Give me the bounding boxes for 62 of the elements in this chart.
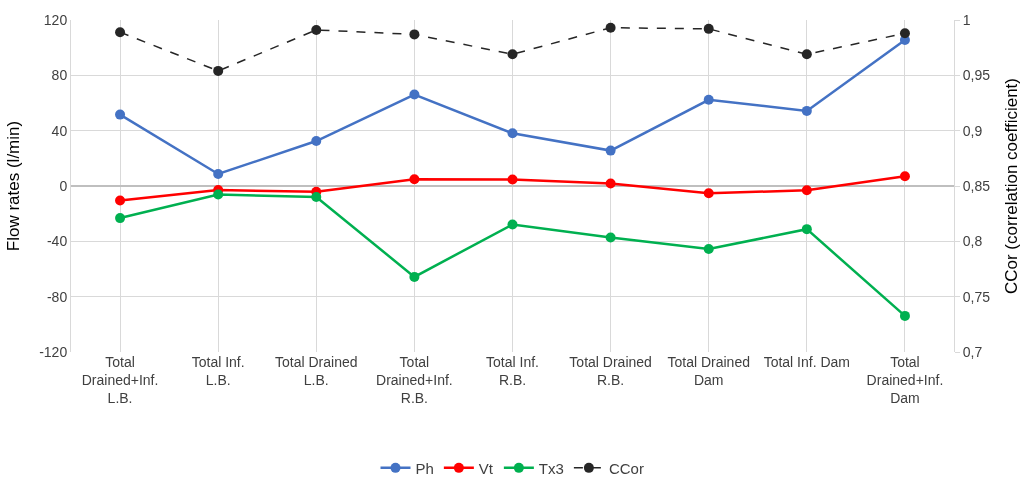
y2-tick-label: 1 [962,11,971,28]
point [311,136,322,147]
x-tick-label: Total Drained L.B. [275,354,358,389]
point [213,65,224,76]
y-axis-title: Flow rates (l/min) [3,120,23,252]
point [115,213,126,224]
point [605,22,616,33]
point [507,219,518,230]
y-tick-label: -80 [46,288,68,305]
y2-tick-label: 0,9 [962,122,983,139]
point [899,171,910,182]
point [507,49,518,60]
y-tick-label: 80 [51,67,68,84]
y-tick-label: 120 [43,11,68,28]
legend-label: CCor [608,459,644,477]
point [507,128,518,139]
point [605,232,616,243]
point [213,168,224,179]
y2-tick-label: 0,75 [962,288,991,305]
legend-label: Tx3 [538,459,564,477]
x-tick-label: Total Inf. R.B. [486,354,539,389]
point [605,145,616,156]
x-tick-label: Total Drained+Inf. R.B. [376,354,453,407]
x-tick-label: Total Inf. Dam [763,354,851,370]
y2-tick-label: 0,7 [962,343,983,360]
point [409,29,420,40]
x-tick-label: Total Drained+Inf. Dam [866,354,944,407]
point [899,310,910,321]
point [605,178,616,189]
point [801,185,812,196]
y2-tick-label: 0,8 [962,233,983,250]
point [703,188,714,199]
point [409,89,420,100]
legend-label: Vt [478,459,494,477]
point [801,224,812,235]
point [703,94,714,105]
y2-tick-label: 0,95 [962,67,991,84]
point [899,28,910,39]
x-tick-label: Total Inf. L.B. [191,354,245,389]
point [311,24,322,35]
x-tick-label: Total Drained Dam [667,354,750,389]
point [409,271,420,282]
point [409,174,420,185]
point [115,195,126,206]
y-tick-label: -120 [39,343,68,360]
point [311,192,322,203]
y-tick-label: -40 [46,233,68,250]
point [703,244,714,255]
point [507,174,518,185]
point [115,109,126,120]
point [703,23,714,34]
y2-tick-label: 0,85 [962,177,991,194]
point [115,27,126,38]
y-tick-label: 40 [51,122,68,139]
point [213,189,224,200]
legend-label: Ph [415,459,434,477]
y2-axis-title: CCor (correlation coefficient) [1001,77,1021,295]
x-tick-label: Total Drained R.B. [569,354,652,389]
point [801,105,812,116]
x-tick-label: Total Drained+Inf. L.B. [81,354,159,407]
point [801,49,812,60]
y-tick-label: 0 [59,177,68,194]
